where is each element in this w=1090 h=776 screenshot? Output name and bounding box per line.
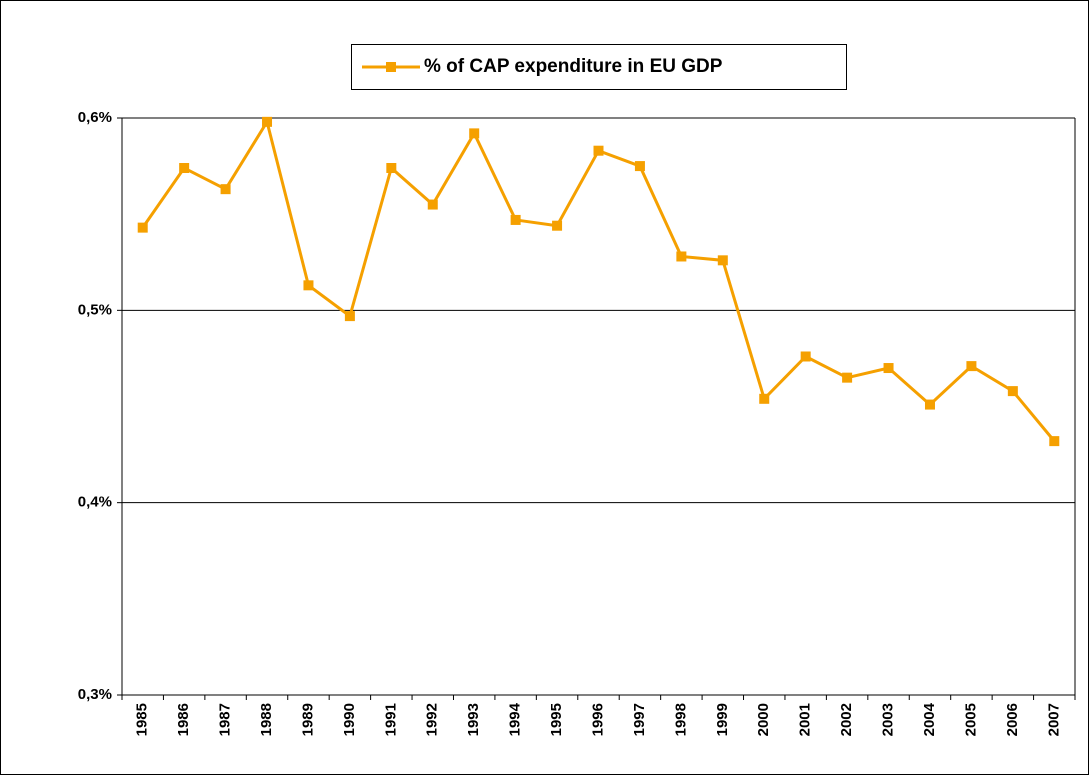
x-tick-label: 1990: [341, 703, 358, 736]
point-marker: [262, 116, 273, 127]
x-tick-label: 1998: [672, 703, 689, 736]
point-marker: [427, 199, 438, 210]
point-marker: [220, 184, 231, 195]
x-tick-label: 1999: [714, 703, 731, 736]
point-marker: [842, 372, 853, 383]
x-tick-label: 2005: [962, 703, 979, 736]
x-tick-label: 2001: [797, 703, 814, 736]
point-marker: [800, 351, 811, 362]
x-tick-label: 1995: [548, 703, 565, 736]
point-marker: [386, 163, 397, 174]
x-tick-label: 1987: [217, 703, 234, 736]
point-marker: [1007, 386, 1018, 397]
x-tick-label: 1991: [382, 703, 399, 736]
legend-marker: [386, 62, 396, 72]
point-marker: [634, 161, 645, 172]
point-marker: [179, 163, 190, 174]
point-marker: [759, 393, 770, 404]
point-marker: [717, 255, 728, 266]
point-marker: [469, 128, 480, 139]
x-tick-label: 1986: [175, 703, 192, 736]
point-marker: [552, 220, 563, 231]
legend-box: [351, 44, 847, 90]
y-tick-label: 0,6%: [78, 109, 112, 126]
x-tick-label: 1985: [134, 703, 151, 736]
x-tick-label: 1988: [258, 703, 275, 736]
point-marker: [966, 361, 977, 372]
x-tick-label: 1989: [299, 703, 316, 736]
point-marker: [344, 311, 355, 322]
point-marker: [137, 222, 148, 233]
x-tick-label: 1992: [424, 703, 441, 736]
point-marker: [510, 214, 521, 225]
x-tick-label: 1997: [631, 703, 648, 736]
point-marker: [883, 363, 894, 374]
point-marker: [303, 280, 314, 291]
x-tick-label: 2006: [1004, 703, 1021, 736]
x-tick-label: 2002: [838, 703, 855, 736]
point-marker: [676, 251, 687, 262]
y-tick-label: 0,5%: [78, 301, 112, 318]
x-tick-label: 1993: [465, 703, 482, 736]
legend-label: % of CAP expenditure in EU GDP: [424, 56, 723, 77]
x-tick-label: 2007: [1045, 703, 1062, 736]
x-tick-label: 1996: [589, 703, 606, 736]
x-tick-label: 2000: [755, 703, 772, 736]
x-tick-label: 1994: [507, 702, 524, 736]
x-tick-label: 2004: [921, 702, 938, 736]
y-tick-label: 0,3%: [78, 686, 112, 703]
point-marker: [593, 145, 604, 156]
y-tick-label: 0,4%: [78, 494, 112, 511]
point-marker: [1049, 436, 1060, 447]
point-marker: [924, 399, 935, 410]
x-tick-label: 2003: [880, 703, 897, 736]
